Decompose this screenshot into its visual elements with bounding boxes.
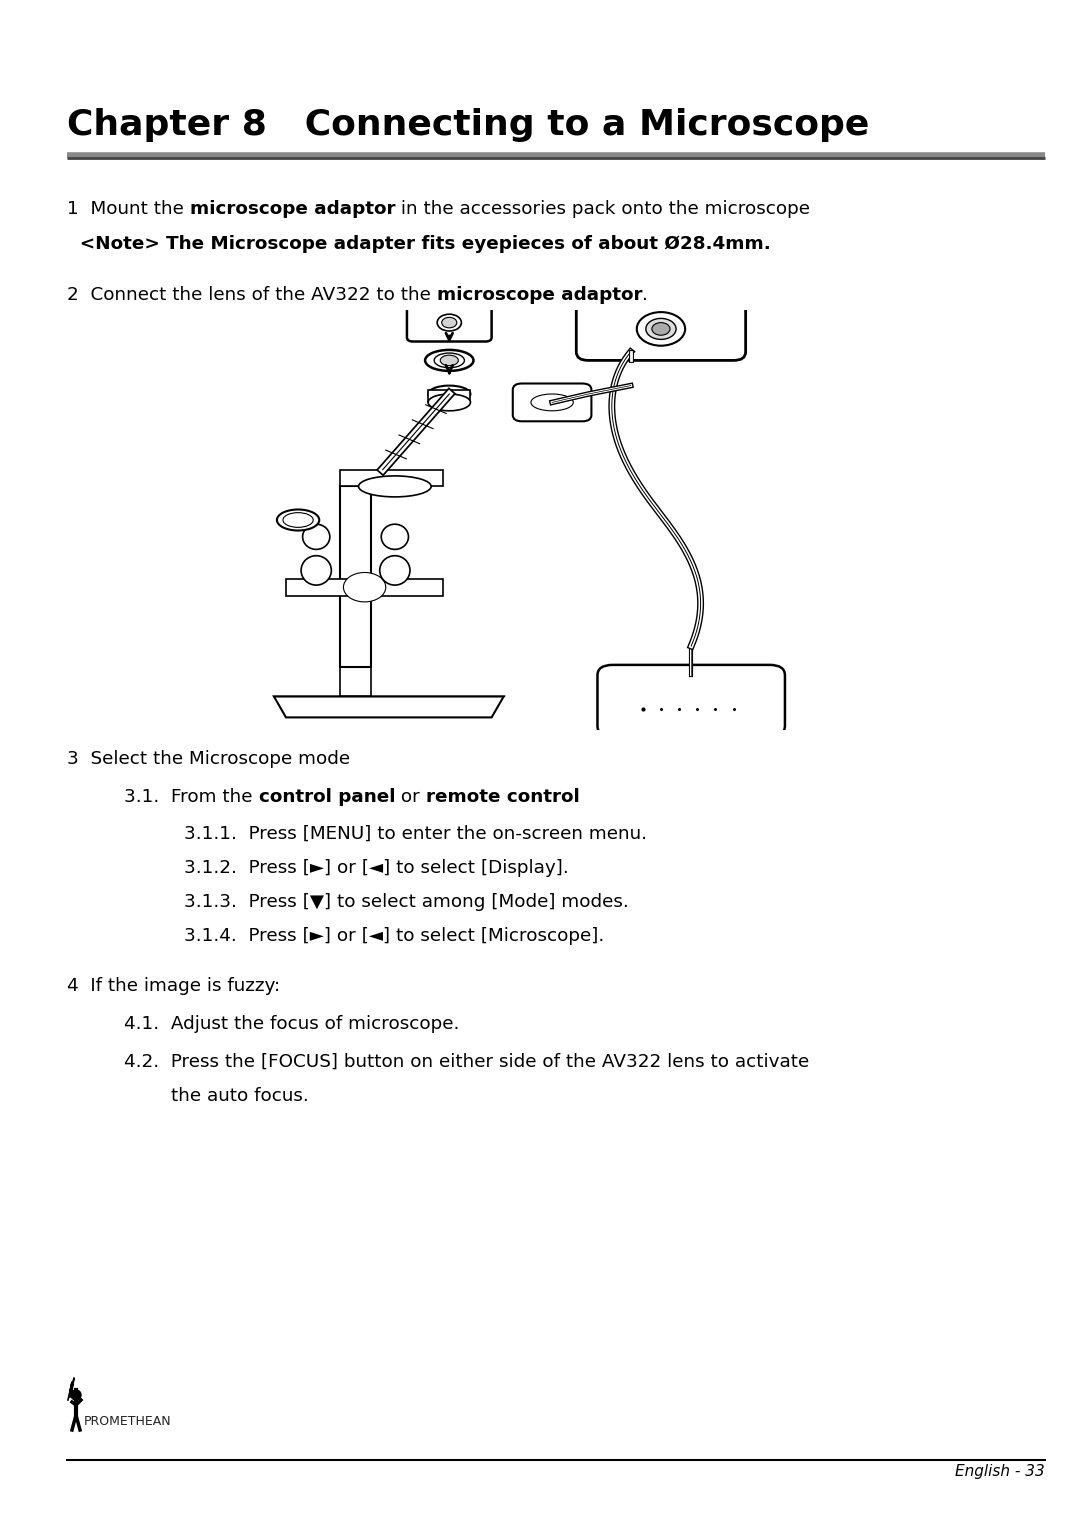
Polygon shape bbox=[274, 696, 503, 717]
Ellipse shape bbox=[637, 313, 685, 346]
Text: the auto focus.: the auto focus. bbox=[171, 1087, 309, 1105]
Text: 3.1.  From the: 3.1. From the bbox=[124, 788, 258, 806]
Text: <Note>: <Note> bbox=[67, 235, 166, 253]
Text: 3.1.4.  Press [►] or [◄] to select [Microscope].: 3.1.4. Press [►] or [◄] to select [Micro… bbox=[184, 927, 604, 944]
Text: 3.1.1.  Press [MENU] to enter the on-screen menu.: 3.1.1. Press [MENU] to enter the on-scre… bbox=[184, 825, 647, 843]
Text: 4  If the image is fuzzy:: 4 If the image is fuzzy: bbox=[67, 977, 280, 995]
FancyBboxPatch shape bbox=[407, 304, 491, 342]
Text: 3.1.3.  Press [▼] to select among [Mode] modes.: 3.1.3. Press [▼] to select among [Mode] … bbox=[184, 894, 629, 911]
Ellipse shape bbox=[428, 386, 471, 402]
Text: Chapter 8   Connecting to a Microscope: Chapter 8 Connecting to a Microscope bbox=[67, 107, 869, 143]
Ellipse shape bbox=[426, 350, 473, 371]
Ellipse shape bbox=[359, 475, 431, 497]
Text: control panel: control panel bbox=[258, 788, 395, 806]
Ellipse shape bbox=[437, 314, 461, 331]
Bar bbox=[428, 389, 471, 402]
Text: .: . bbox=[643, 287, 648, 304]
Ellipse shape bbox=[442, 317, 457, 328]
Text: 3  Select the Microscope mode: 3 Select the Microscope mode bbox=[67, 750, 350, 768]
Ellipse shape bbox=[276, 509, 320, 530]
Text: 2  Connect the lens of the AV322 to the: 2 Connect the lens of the AV322 to the bbox=[67, 287, 436, 304]
Text: PROMETHEAN: PROMETHEAN bbox=[84, 1415, 172, 1429]
Text: microscope adaptor: microscope adaptor bbox=[436, 287, 643, 304]
Polygon shape bbox=[340, 667, 370, 696]
Ellipse shape bbox=[283, 512, 313, 527]
Text: 4.2.  Press the [FOCUS] button on either side of the AV322 lens to activate: 4.2. Press the [FOCUS] button on either … bbox=[124, 1053, 809, 1072]
Text: or: or bbox=[395, 788, 426, 806]
Text: The Microscope adapter fits eyepieces of about Ø28.4mm.: The Microscope adapter fits eyepieces of… bbox=[166, 235, 771, 253]
Text: 4.1.  Adjust the focus of microscope.: 4.1. Adjust the focus of microscope. bbox=[124, 1015, 460, 1033]
Ellipse shape bbox=[434, 353, 464, 368]
Polygon shape bbox=[340, 469, 443, 486]
Text: 3.1.2.  Press [►] or [◄] to select [Display].: 3.1.2. Press [►] or [◄] to select [Displ… bbox=[184, 858, 568, 877]
Text: English - 33: English - 33 bbox=[955, 1464, 1045, 1479]
Ellipse shape bbox=[380, 555, 410, 586]
FancyBboxPatch shape bbox=[513, 383, 592, 422]
Ellipse shape bbox=[646, 319, 676, 339]
Polygon shape bbox=[340, 486, 370, 667]
FancyBboxPatch shape bbox=[577, 297, 745, 360]
Circle shape bbox=[71, 1390, 81, 1400]
Ellipse shape bbox=[302, 524, 329, 549]
Text: microscope adaptor: microscope adaptor bbox=[190, 199, 395, 218]
Text: in the accessories pack onto the microscope: in the accessories pack onto the microsc… bbox=[395, 199, 810, 218]
Ellipse shape bbox=[441, 356, 458, 366]
Ellipse shape bbox=[301, 555, 332, 586]
Ellipse shape bbox=[381, 524, 408, 549]
Ellipse shape bbox=[531, 394, 573, 411]
Circle shape bbox=[343, 572, 386, 602]
Text: remote control: remote control bbox=[426, 788, 580, 806]
Ellipse shape bbox=[428, 394, 471, 411]
FancyBboxPatch shape bbox=[597, 665, 785, 736]
Polygon shape bbox=[286, 579, 443, 596]
Ellipse shape bbox=[652, 322, 670, 336]
Text: 1  Mount the: 1 Mount the bbox=[67, 199, 190, 218]
